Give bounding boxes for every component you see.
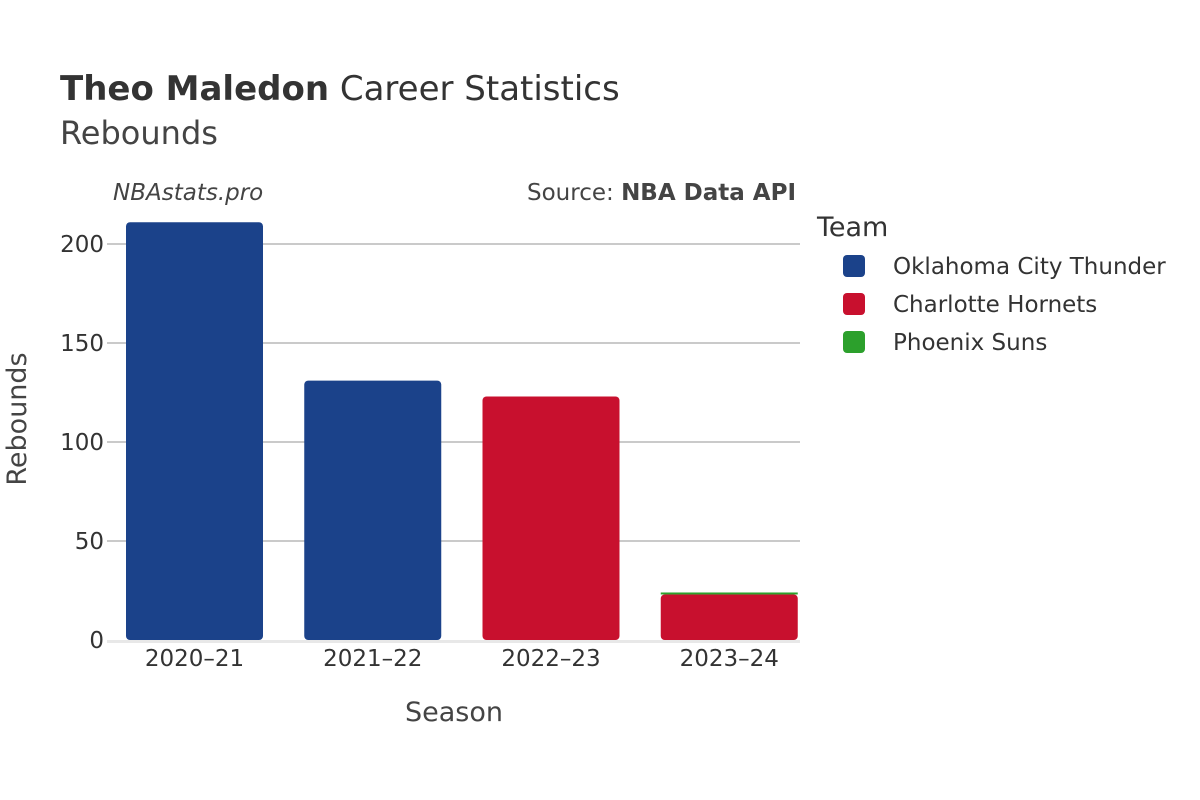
bar-2023–24-phoenix-suns[interactable] [660,592,798,595]
x-tick-labels: 2020–21 2021–22 2022–23 2023–24 [145,646,779,672]
bars [126,222,798,640]
source-name: NBA Data API [621,180,796,206]
watermark: NBAstats.pro [113,180,263,206]
bar-2021–22-oklahoma-city-thunder[interactable] [304,380,442,640]
x-tick-label: 2023–24 [680,646,779,672]
legend-label[interactable]: Oklahoma City Thunder [893,254,1166,280]
title-suffix: Career Statistics [329,69,620,109]
legend-title: Team [816,212,888,243]
legend-swatch [843,255,865,277]
x-tick-label: 2021–22 [323,646,422,672]
player-name: Theo Maledon [60,69,329,109]
source-prefix: Source: [527,180,621,206]
bar-2020–21-oklahoma-city-thunder[interactable] [126,222,263,640]
legend-label[interactable]: Charlotte Hornets [893,292,1097,318]
chart-subtitle: Rebounds [60,114,218,152]
legend-swatch [843,293,865,315]
y-tick-labels: 0 50 100 150 200 [60,232,104,654]
source-note: Source: NBA Data API [527,180,796,206]
legend-swatch [843,331,865,353]
y-tick-label: 0 [89,628,104,654]
chart-title: Theo Maledon Career Statistics [60,69,620,109]
x-axis-title: Season [405,697,503,728]
y-tick-label: 200 [60,232,104,258]
x-tick-label: 2022–23 [501,646,600,672]
bar-2023–24-charlotte-hornets[interactable] [660,594,798,640]
legend: Oklahoma City Thunder Charlotte Hornets Ph… [843,254,1166,356]
y-tick-label: 50 [75,529,104,555]
legend-label[interactable]: Phoenix Suns [893,330,1047,356]
x-tick-label: 2020–21 [145,646,244,672]
y-tick-label: 150 [60,331,104,357]
y-axis-title: Rebounds [2,352,33,485]
y-tick-label: 100 [60,430,104,456]
bar-2022–23-charlotte-hornets[interactable] [482,396,620,640]
